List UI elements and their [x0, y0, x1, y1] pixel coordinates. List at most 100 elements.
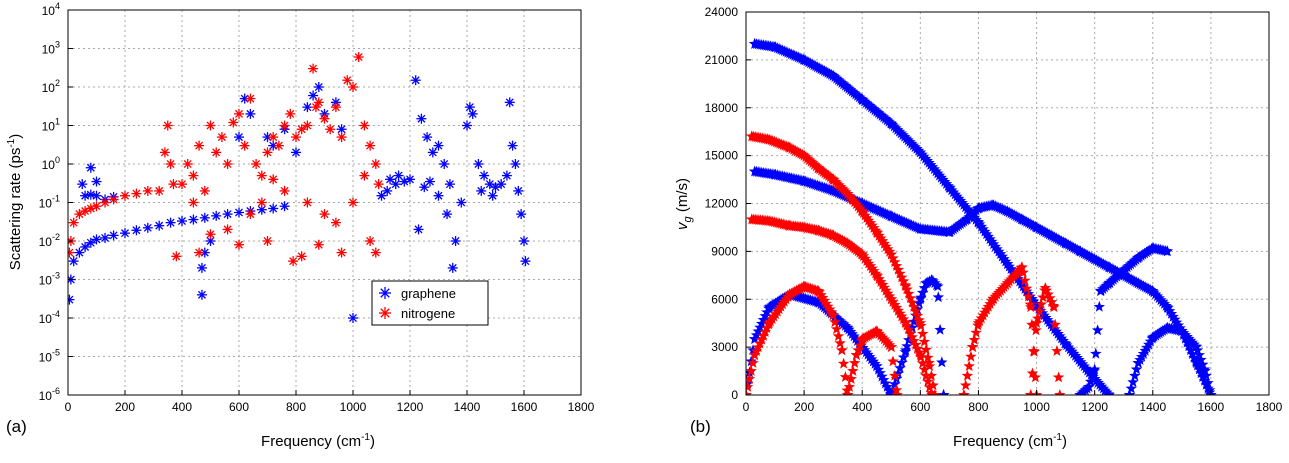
data-point-graphene	[940, 178, 953, 189]
data-point-graphene	[902, 134, 914, 146]
data-point-graphene	[1103, 389, 1115, 395]
data-point-nitrogene	[313, 97, 324, 108]
data-point-nitrogene	[359, 170, 370, 181]
data-point-graphene	[979, 225, 991, 237]
data-point-graphene	[851, 335, 864, 346]
data-point-nitrogene	[880, 284, 892, 296]
data-point-graphene	[972, 202, 985, 214]
data-point-nitrogene	[892, 304, 904, 316]
data-point-graphene	[1130, 363, 1143, 375]
data-point-nitrogene	[843, 381, 856, 392]
data-point-graphene	[196, 262, 207, 273]
data-point-graphene	[925, 159, 937, 170]
data-point-nitrogene	[205, 229, 216, 240]
data-point-nitrogene	[968, 333, 981, 345]
x-ticks-a: 0 200 400 600 800 1000 1200 1400 1600 1800	[65, 390, 595, 414]
data-point-nitrogene	[926, 389, 938, 395]
data-point-graphene	[1157, 296, 1169, 307]
data-point-nitrogene	[896, 271, 908, 283]
data-point-graphene	[881, 381, 893, 392]
data-point-nitrogene	[812, 224, 825, 236]
data-point-graphene	[883, 115, 895, 127]
data-point-nitrogene	[966, 341, 979, 352]
data-point-graphene	[1089, 253, 1101, 265]
data-point-graphene	[390, 179, 401, 190]
data-point-nitrogene	[913, 346, 925, 358]
data-point-nitrogene	[1028, 345, 1040, 357]
data-point-graphene	[980, 228, 993, 240]
data-point-graphene	[892, 124, 904, 135]
data-point-graphene	[839, 319, 852, 331]
data-point-graphene	[1073, 354, 1085, 365]
data-point-graphene	[1193, 363, 1205, 375]
data-point-nitrogene	[883, 290, 896, 302]
data-point-nitrogene	[1046, 296, 1058, 307]
data-point-graphene	[302, 102, 313, 113]
data-point-nitrogene	[1030, 317, 1043, 328]
y-tick-label: 15000	[705, 149, 739, 163]
data-point-graphene	[308, 90, 319, 101]
data-point-graphene	[504, 97, 515, 108]
data-point-graphene	[932, 280, 944, 292]
panel-label-b: (b)	[690, 417, 711, 436]
data-point-graphene	[1186, 348, 1198, 359]
data-point-graphene	[1132, 357, 1144, 368]
data-point-graphene	[1016, 213, 1028, 225]
data-point-graphene	[986, 235, 998, 247]
legend-marker-graphene	[379, 287, 391, 299]
data-point-graphene	[1014, 275, 1026, 287]
data-point-graphene	[911, 143, 923, 154]
data-point-nitrogene	[878, 237, 890, 249]
x-tick-label: 600	[229, 400, 249, 414]
data-point-graphene	[1202, 382, 1214, 394]
data-point-graphene	[932, 291, 945, 303]
data-point-nitrogene	[868, 265, 880, 276]
data-point-graphene	[860, 346, 872, 358]
data-point-nitrogene	[970, 326, 982, 338]
data-point-graphene	[989, 240, 1001, 252]
data-point-graphene	[1052, 328, 1064, 339]
data-point-nitrogene	[805, 155, 817, 167]
legend-label-nitrogene: nitrogene	[401, 306, 455, 321]
data-point-nitrogene	[958, 389, 970, 395]
data-point-nitrogene	[917, 327, 929, 339]
data-point-nitrogene	[883, 245, 896, 257]
data-point-graphene	[987, 238, 1000, 250]
data-point-nitrogene	[746, 365, 757, 376]
data-point-graphene	[462, 120, 472, 131]
data-point-nitrogene	[194, 140, 205, 151]
data-point-graphene	[108, 230, 119, 241]
data-point-graphene	[484, 179, 495, 190]
grid-b	[746, 12, 1269, 395]
data-point-nitrogene	[910, 305, 922, 317]
data-point-nitrogene	[861, 255, 873, 267]
data-point-graphene	[1181, 330, 1193, 342]
data-point-graphene	[1103, 277, 1115, 289]
data-point-nitrogene	[1039, 282, 1051, 293]
x-tick-label: 400	[172, 400, 192, 414]
data-point-graphene	[963, 205, 975, 217]
data-point-nitrogene	[894, 307, 906, 319]
data-point-nitrogene	[330, 217, 341, 228]
data-point-graphene	[393, 170, 404, 181]
data-point-graphene	[930, 165, 942, 177]
data-point-graphene	[885, 210, 897, 222]
data-point-nitrogene	[1054, 389, 1066, 395]
data-point-graphene	[961, 203, 974, 215]
data-point-nitrogene	[749, 349, 761, 360]
data-point-nitrogene	[904, 327, 917, 339]
data-point-nitrogene	[222, 224, 233, 235]
data-point-graphene	[1165, 307, 1178, 319]
data-point-graphene	[1090, 347, 1102, 359]
data-point-graphene	[1000, 255, 1012, 267]
data-point-graphene	[1170, 316, 1183, 328]
y-ticks-b: 0 3000 6000 9000 12000 15000 18000 21000 24000	[705, 5, 751, 402]
data-point-graphene	[897, 351, 910, 363]
data-point-graphene	[881, 114, 893, 126]
data-point-nitrogene	[798, 149, 810, 161]
data-point-graphene	[894, 362, 906, 373]
data-point-nitrogene	[365, 140, 376, 151]
data-point-nitrogene	[845, 373, 857, 384]
data-point-graphene	[382, 185, 393, 196]
y-tick-label: 10-1	[39, 194, 60, 211]
